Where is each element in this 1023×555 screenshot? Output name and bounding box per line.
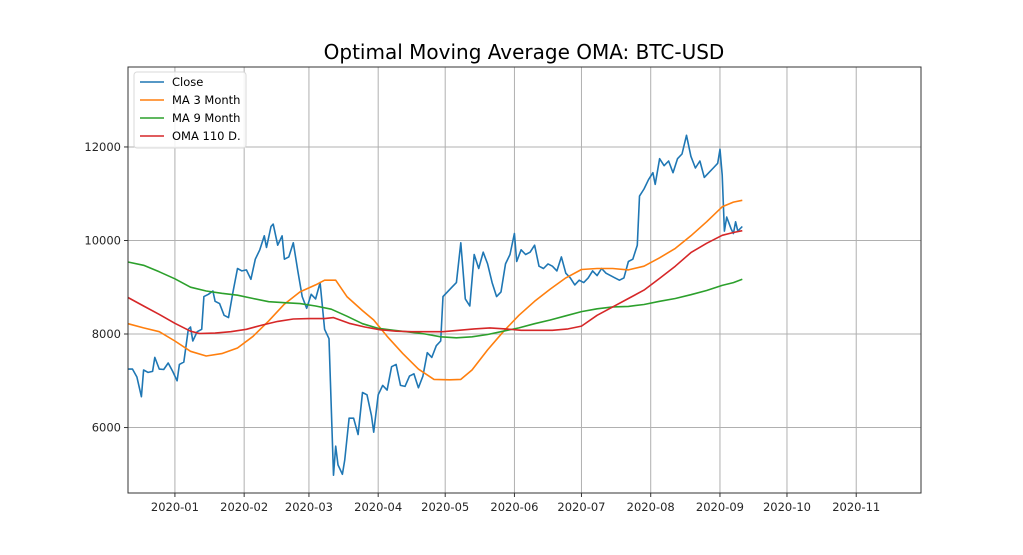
y-tick-label: 8000 (92, 327, 121, 341)
legend-label-close: Close (172, 75, 203, 89)
x-tick-label: 2020-09 (696, 500, 744, 514)
series-line-ma-9-month (127, 261, 743, 339)
x-tick-label: 2020-03 (285, 500, 333, 514)
x-tick-label: 2020-06 (490, 500, 538, 514)
y-tick-label: 6000 (92, 421, 121, 435)
x-tick-label: 2020-07 (557, 500, 605, 514)
x-tick-label: 2020-01 (151, 500, 199, 514)
legend-label-oma-110-d: OMA 110 D. (172, 129, 241, 143)
x-tick-label: 2020-08 (627, 500, 675, 514)
x-tick-label: 2020-02 (220, 500, 268, 514)
legend-label-ma-3-month: MA 3 Month (172, 93, 240, 107)
x-axis: 2020-01 2020-02 2020-03 2020-04 2020-05 2020-… (151, 493, 880, 514)
x-tick-label: 2020-11 (832, 500, 880, 514)
legend-label-ma-9-month: MA 9 Month (172, 111, 240, 125)
legend: Close MA 3 Month MA 9 Month OMA 110 D. (133, 71, 247, 149)
series-line-close (128, 134, 743, 476)
y-axis: 6000 8000 10000 12000 (84, 140, 128, 435)
x-tick-label: 2020-10 (763, 500, 811, 514)
chart-title: Optimal Moving Average OMA: BTC-USD (324, 40, 725, 64)
grid (128, 67, 921, 493)
x-tick-label: 2020-05 (421, 500, 469, 514)
plot-frame (127, 66, 922, 494)
x-tick-label: 2020-04 (354, 500, 402, 514)
series-layer (127, 134, 743, 476)
y-tick-label: 12000 (84, 140, 121, 154)
legend-box (133, 71, 247, 149)
y-tick-label: 10000 (84, 233, 121, 247)
series-line-oma-110-d (127, 229, 743, 335)
series-line-ma-3-month (127, 199, 743, 381)
